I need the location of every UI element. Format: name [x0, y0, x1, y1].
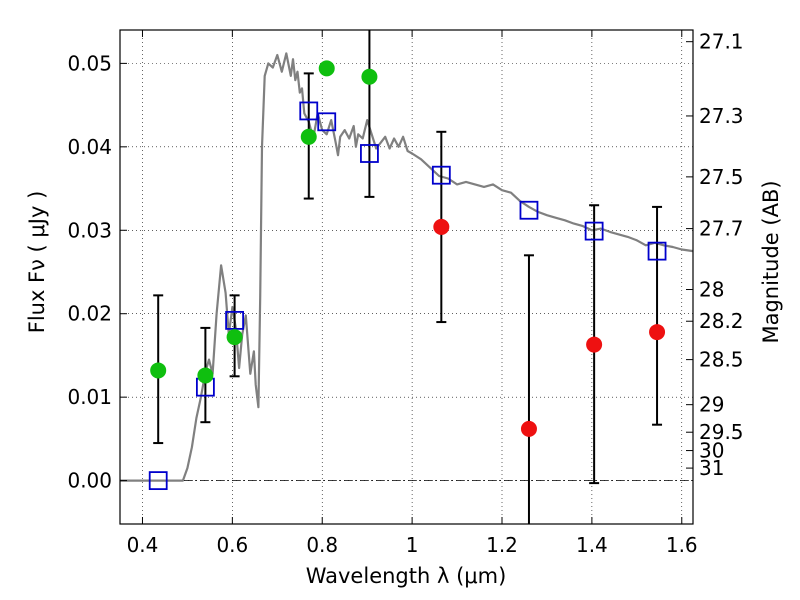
magnitude-tick-label: 27.7	[699, 217, 744, 241]
green-data-point	[197, 367, 214, 384]
model-photometry-square	[360, 144, 379, 163]
plot-area	[120, 30, 694, 524]
magnitude-tick-label: 27.1	[699, 30, 744, 54]
y-tick-label: 0.03	[67, 218, 112, 242]
x-axis-label: Wavelength λ (μm)	[306, 564, 507, 588]
y-tick-label: 0.02	[67, 302, 112, 326]
magnitude-tick-label: 30	[699, 439, 724, 463]
magnitude-tick-label: 29.5	[699, 420, 744, 444]
x-tick-label: 1.6	[666, 533, 698, 557]
red-data-point	[649, 324, 666, 341]
magnitude-tick-label: 27.5	[699, 165, 744, 189]
model-photometry-square	[519, 200, 539, 220]
x-tick-label: 0.6	[216, 533, 248, 557]
green-data-point	[150, 362, 167, 379]
y2-axis-label: Magnitude (AB)	[759, 180, 783, 343]
x-tick-label: 0.4	[127, 533, 159, 557]
x-tick-label: 1.2	[486, 533, 518, 557]
y-tick-label: 0.01	[67, 385, 112, 409]
x-tick-label: 1.4	[576, 533, 608, 557]
magnitude-tick-label: 27.3	[699, 104, 744, 128]
y-tick-label: 0.00	[67, 469, 112, 493]
plot-frame	[119, 29, 694, 525]
model-photometry-square	[647, 241, 667, 261]
model-photometry-square	[317, 112, 337, 132]
y-tick-label: 0.05	[67, 51, 112, 75]
y-axis-label: Flux Fν ( μJy )	[25, 191, 49, 334]
x-tick-label: 1	[406, 533, 419, 557]
axes: 0.4 0.6 0.8 1 1.2 1.4 1.6 0.00 0.01 0.02 0.03 0.04 0…	[67, 30, 743, 557]
green-data-point	[361, 68, 378, 85]
red-data-point	[520, 420, 537, 437]
y-tick-label: 0.04	[67, 135, 112, 159]
model-photometry-square	[148, 471, 168, 491]
green-data-point	[300, 128, 317, 145]
model-photometry-square	[299, 101, 319, 121]
x-tick-label: 0.8	[306, 533, 338, 557]
green-data-point	[318, 60, 335, 77]
green-data-point	[226, 329, 243, 346]
model-photometry-square	[431, 165, 451, 185]
magnitude-tick-label: 28.2	[699, 309, 744, 333]
magnitude-tick-label: 28	[699, 278, 724, 302]
magnitude-tick-label: 29	[699, 393, 724, 417]
model-photometry-square	[225, 310, 245, 330]
red-data-point	[433, 218, 450, 235]
magnitude-tick-label: 31	[699, 456, 724, 480]
model-sed-line	[120, 52, 694, 482]
model-photometry-square	[584, 221, 604, 241]
magnitude-tick-label: 28.5	[699, 348, 744, 372]
red-data-point	[586, 336, 603, 353]
